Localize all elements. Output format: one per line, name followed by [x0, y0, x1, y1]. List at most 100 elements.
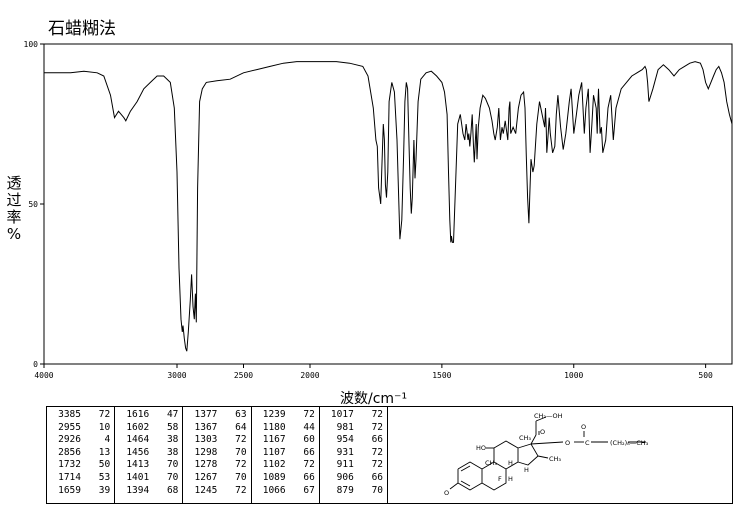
peak-wavenumber: 1303: [194, 434, 218, 446]
structure-label: CH₂—OH: [534, 412, 563, 420]
peak-transmittance: 53: [98, 471, 111, 483]
x-tick-label: 2000: [300, 371, 319, 380]
peak-wavenumber: 1239: [262, 409, 286, 420]
peak-transmittance: 38: [166, 446, 179, 458]
peak-table-row: 1107 66: [256, 447, 315, 460]
peak-wavenumber: 1732: [58, 459, 81, 471]
peak-wavenumber: 2926: [58, 434, 81, 446]
peak-wavenumber: 981: [336, 421, 354, 433]
peak-wavenumber: 931: [336, 446, 354, 458]
peak-table-row: 1245 72: [187, 484, 247, 498]
structure-label: CH₃: [519, 434, 531, 442]
peak-table-row: 2926 4: [51, 434, 110, 447]
y-tick-label: 100: [24, 40, 39, 49]
y-tick-label: 50: [28, 200, 38, 209]
peak-transmittance: 70: [166, 471, 179, 483]
peak-wavenumber: 1267: [194, 471, 218, 483]
peak-table-row: 1377 63: [187, 409, 247, 422]
peak-wavenumber: 911: [336, 459, 354, 471]
peak-table-row: 1616 47: [119, 409, 178, 422]
peak-wavenumber: 1464: [126, 434, 150, 446]
peak-wavenumber: 1180: [262, 421, 286, 433]
x-tick-label: 500: [698, 371, 713, 380]
peak-wavenumber: 2955: [58, 421, 81, 433]
y-axis-label-char: 过: [6, 191, 22, 209]
peak-table-column: 1239 72 1180 44 1167 60 1107 66 1102 72 1089 66 1066…: [252, 407, 320, 503]
peak-table-row: 1732 50: [51, 459, 110, 472]
peak-wavenumber: 1102: [262, 459, 286, 471]
peak-table-column: 3385 72 2955 10 2926 4 2856 13 1732 50 1714 53 1659 3…: [47, 407, 116, 503]
peak-wavenumber: 1245: [194, 484, 218, 496]
structure-label: F: [498, 475, 502, 483]
peak-wavenumber: 1377: [194, 409, 218, 420]
peak-wavenumber: 1394: [126, 484, 150, 496]
peak-table-row: 1464 38: [119, 434, 178, 447]
peak-transmittance: 63: [235, 409, 247, 420]
spectrum-line: [44, 61, 733, 352]
peak-table-row: 1102 72: [256, 459, 315, 472]
peak-table-row: 1413 70: [119, 459, 178, 472]
peak-table-row: 1714 53: [51, 472, 110, 485]
peak-wavenumber: 2856: [58, 446, 81, 458]
peak-transmittance: 64: [235, 421, 247, 433]
peak-table-row: 2955 10: [51, 422, 110, 435]
peak-table-row: 906 66: [324, 472, 383, 485]
y-axis-label-char: %: [6, 225, 22, 243]
structure-label: (CH₂)₈—CH₃: [610, 439, 649, 447]
peak-transmittance: 72: [371, 459, 384, 471]
peak-transmittance: 66: [303, 446, 315, 458]
peak-table-row: 1017 72: [324, 409, 383, 422]
structure-diagram: CH₂—OH O HO CH₃ O C (CH₂)₈—CH₃ O CH₃ H C…: [388, 406, 733, 504]
peak-table-row: 1456 38: [119, 447, 178, 460]
peak-transmittance: 66: [303, 471, 315, 483]
x-axis-label: 波数/cm⁻¹: [340, 391, 408, 407]
y-ticks: 0 50 100: [24, 40, 44, 369]
peak-table-row: 981 72: [324, 422, 383, 435]
structure-label: C: [585, 439, 590, 447]
x-tick-label: 1500: [432, 371, 451, 380]
peak-table-row: 1180 44: [256, 422, 315, 435]
peak-wavenumber: 1413: [126, 459, 150, 471]
peak-wavenumber: 1714: [58, 471, 81, 483]
peak-table-row: 1298 70: [187, 446, 247, 460]
peak-wavenumber: 1401: [126, 471, 150, 483]
peak-wavenumber: 1167: [262, 434, 286, 446]
peak-table-row: 1659 39: [51, 485, 110, 498]
peak-transmittance: 68: [166, 484, 179, 496]
peak-wavenumber: 1107: [262, 446, 286, 458]
peak-transmittance: 70: [235, 446, 247, 458]
structure-label: O: [540, 428, 545, 436]
peak-wavenumber: 1456: [126, 446, 150, 458]
peak-table-row: 931 72: [324, 447, 383, 460]
peak-table-row: 1401 70: [119, 472, 178, 485]
peak-wavenumber: 906: [336, 471, 354, 483]
peak-table-row: 2856 13: [51, 447, 110, 460]
peak-table: 3385 72 2955 10 2926 4 2856 13 1732 50 1714 53 1659 3…: [46, 406, 388, 504]
peak-table-row: 1239 72: [256, 409, 315, 422]
peak-wavenumber: 3385: [58, 409, 81, 420]
peak-transmittance: 47: [166, 409, 179, 420]
peak-transmittance: 60: [303, 434, 315, 446]
x-tick-label: 2500: [234, 371, 253, 380]
structure-label: O: [444, 489, 449, 497]
peak-transmittance: 72: [371, 409, 384, 420]
structure-label: HO: [476, 444, 486, 452]
peak-table-row: 1167 60: [256, 434, 315, 447]
x-tick-label: 3000: [167, 371, 186, 380]
peak-wavenumber: 1089: [262, 471, 286, 483]
structure-label: O: [565, 439, 570, 447]
peak-table-row: 1303 72: [187, 434, 247, 447]
peak-transmittance: 72: [235, 434, 247, 446]
peak-transmittance: 4: [104, 434, 111, 446]
peak-transmittance: 44: [303, 421, 315, 433]
peak-transmittance: 72: [371, 421, 384, 433]
peak-transmittance: 39: [98, 484, 111, 496]
peak-transmittance: 70: [166, 459, 179, 471]
peak-wavenumber: 1659: [58, 484, 81, 496]
structure-label: H: [508, 459, 513, 467]
structure-label: H: [508, 475, 513, 483]
peak-transmittance: 58: [166, 421, 179, 433]
peak-table-column: 1017 72 981 72 954 66 931 72 911 72 906 66 879 70: [320, 407, 387, 503]
peak-table-row: 1367 64: [187, 421, 247, 435]
peak-wavenumber: 954: [336, 434, 354, 446]
